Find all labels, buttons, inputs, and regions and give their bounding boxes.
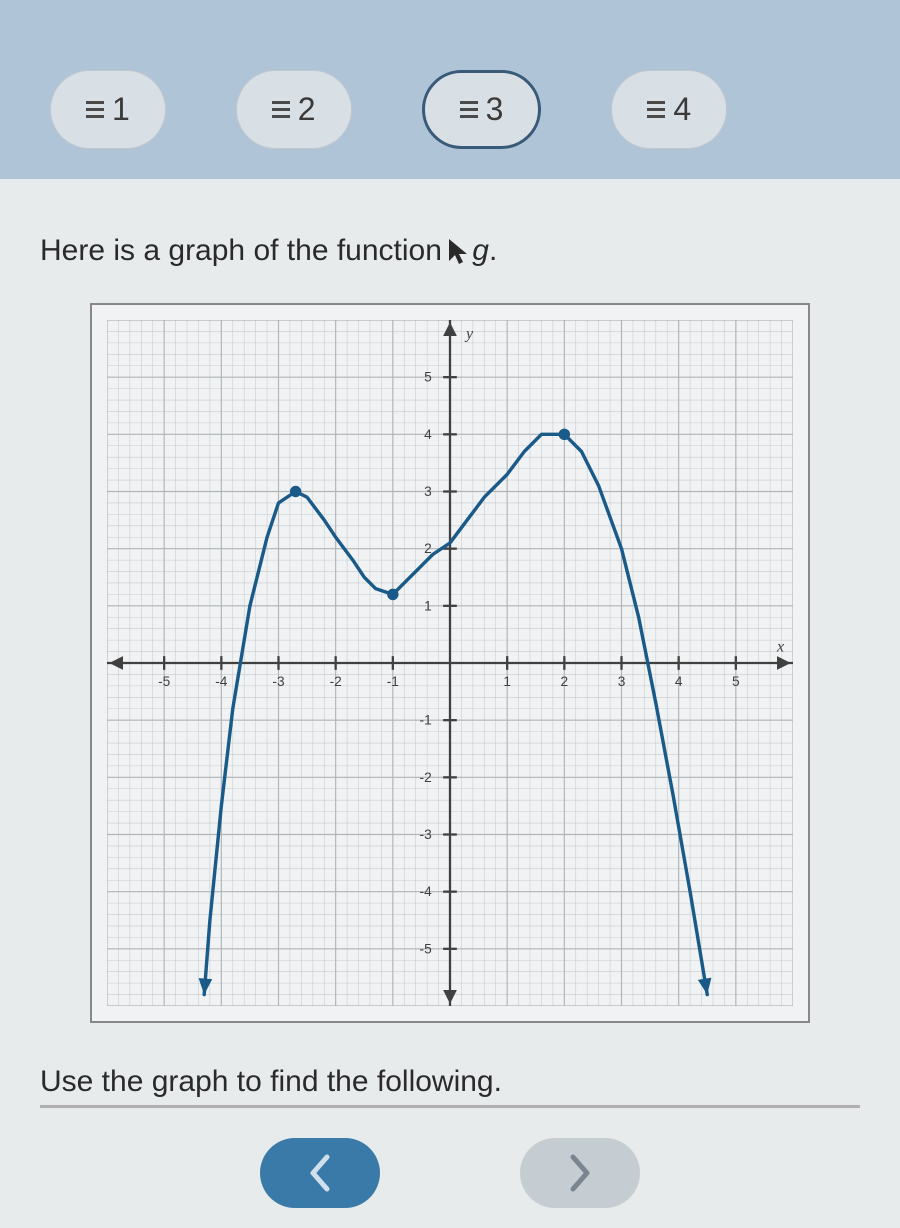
tab-2[interactable]: 2 [236, 70, 352, 149]
chart-container: -5 -4 -3 -2 -1 1 2 3 4 5 -5 -4 -3 -2 -1 1 2 3 4 5 y x [90, 303, 810, 1023]
tab-1[interactable]: 1 [50, 70, 166, 149]
svg-text:-3: -3 [420, 827, 433, 842]
content-area: Here is a graph of the function g. -5-4-… [0, 179, 900, 1228]
prompt-text: Here is a graph of the function g. [40, 234, 860, 268]
svg-text:-5: -5 [420, 941, 433, 956]
prompt-before: Here is a graph of the function [40, 234, 450, 267]
svg-text:2: 2 [561, 674, 569, 689]
svg-text:5: 5 [424, 370, 432, 385]
svg-text:-2: -2 [330, 674, 342, 689]
svg-text:x: x [776, 639, 784, 656]
svg-text:-4: -4 [420, 884, 433, 899]
tab-3[interactable]: 3 [422, 70, 542, 149]
function-name: g [472, 234, 489, 267]
tab-4[interactable]: 4 [611, 70, 727, 149]
hamburger-icon [460, 101, 478, 118]
svg-text:-4: -4 [215, 674, 228, 689]
svg-text:4: 4 [675, 674, 683, 689]
nav-buttons [40, 1108, 860, 1208]
chevron-left-icon [305, 1153, 335, 1193]
svg-text:5: 5 [732, 674, 740, 689]
cursor-icon [446, 237, 472, 267]
next-button[interactable] [520, 1138, 640, 1208]
chevron-right-icon [565, 1153, 595, 1193]
svg-text:2: 2 [424, 541, 432, 556]
svg-text:3: 3 [424, 484, 432, 499]
tab-label: 3 [486, 91, 504, 128]
tab-label: 2 [298, 91, 316, 128]
svg-text:-2: -2 [420, 770, 432, 785]
prev-button[interactable] [260, 1138, 380, 1208]
function-graph: -5 -4 -3 -2 -1 1 2 3 4 5 -5 -4 -3 -2 -1 1 2 3 4 5 y x [107, 320, 793, 1006]
svg-text:y: y [464, 325, 474, 342]
bottom-prompt: Use the graph to find the following. [40, 1065, 860, 1108]
tabs-container: 1 2 3 4 [0, 40, 900, 179]
tab-label: 1 [112, 91, 130, 128]
svg-text:-5: -5 [158, 674, 171, 689]
svg-text:-1: -1 [387, 674, 399, 689]
svg-text:1: 1 [503, 674, 511, 689]
hamburger-icon [647, 101, 665, 118]
top-accent-bar [0, 0, 900, 40]
svg-text:3: 3 [618, 674, 626, 689]
svg-text:-1: -1 [420, 713, 432, 728]
tab-label: 4 [673, 91, 691, 128]
hamburger-icon [86, 101, 104, 118]
prompt-after: . [489, 234, 497, 267]
svg-text:4: 4 [424, 427, 432, 442]
svg-text:-3: -3 [272, 674, 285, 689]
hamburger-icon [272, 101, 290, 118]
svg-text:1: 1 [424, 598, 432, 613]
